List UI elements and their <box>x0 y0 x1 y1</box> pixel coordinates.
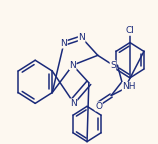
Text: O: O <box>95 102 102 111</box>
Text: Cl: Cl <box>125 26 134 35</box>
Text: S: S <box>110 61 116 70</box>
Text: N: N <box>60 39 67 48</box>
Text: N: N <box>70 99 77 108</box>
Text: N: N <box>69 61 76 70</box>
Text: NH: NH <box>122 82 136 91</box>
Text: N: N <box>78 33 85 42</box>
